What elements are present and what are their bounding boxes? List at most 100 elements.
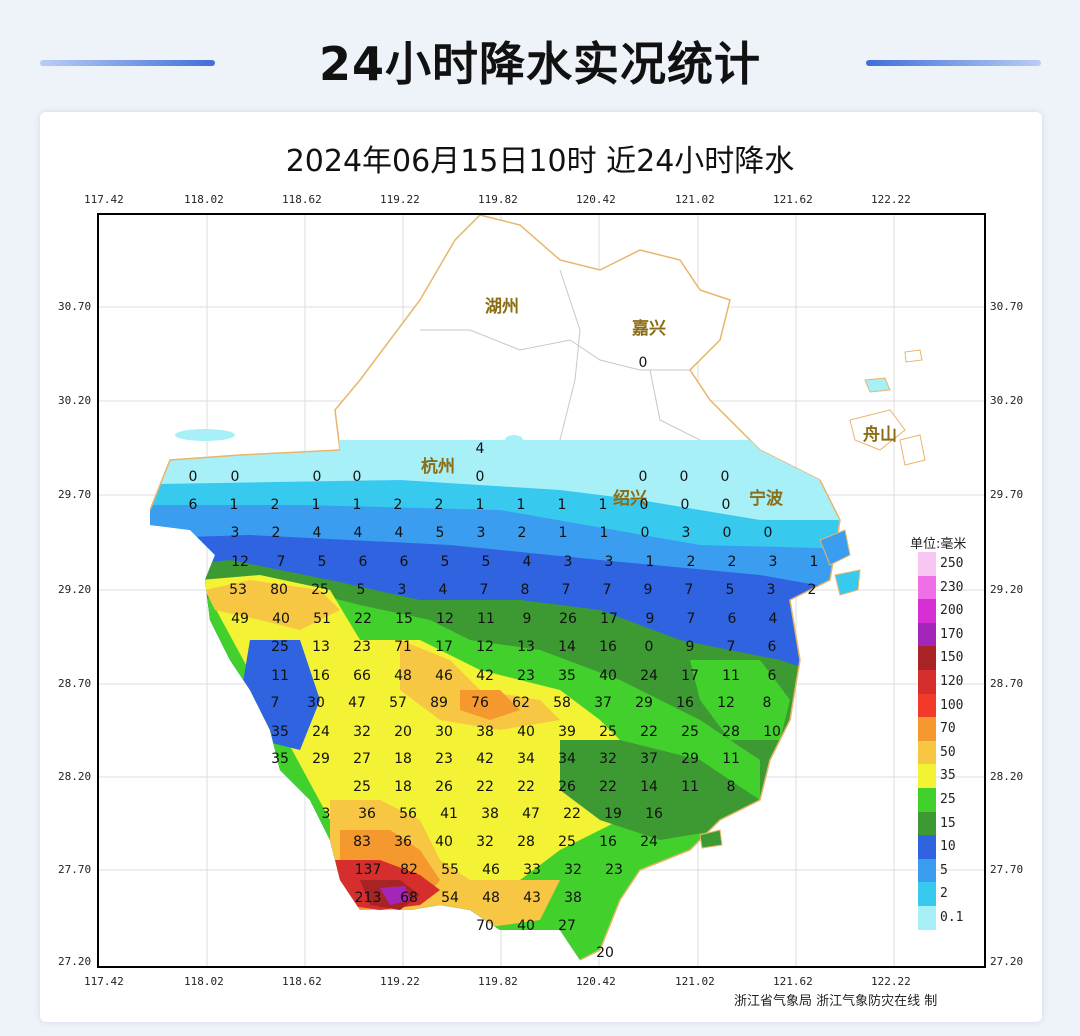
lon-tick-bottom: 121.02 <box>675 975 715 988</box>
station-value: 11 <box>271 668 289 684</box>
station-value: 2 <box>687 554 696 570</box>
lon-tick-top: 119.82 <box>478 193 518 206</box>
station-value: 83 <box>353 834 371 850</box>
legend-label: 5 <box>940 862 948 878</box>
lon-tick-bottom: 122.22 <box>871 975 911 988</box>
lon-tick-top: 117.42 <box>84 193 124 206</box>
station-value: 40 <box>517 918 535 934</box>
station-value: 3 <box>769 554 778 570</box>
station-value: 76 <box>471 695 489 711</box>
legend-item: 5 <box>918 858 988 883</box>
station-value: 5 <box>726 582 735 598</box>
legend-swatch <box>918 575 936 600</box>
station-value: 24 <box>640 668 658 684</box>
station-value: 20 <box>596 945 614 961</box>
station-value: 22 <box>640 724 658 740</box>
legend-item: 230 <box>918 575 988 600</box>
station-value: 6 <box>768 668 777 684</box>
station-value: 1 <box>353 497 362 513</box>
station-value: 27 <box>353 751 371 767</box>
station-value: 9 <box>686 639 695 655</box>
legend-label: 0.1 <box>940 910 964 925</box>
station-value: 9 <box>644 582 653 598</box>
station-value: 12 <box>717 695 735 711</box>
station-value: 29 <box>312 751 330 767</box>
lon-tick-top: 121.02 <box>675 193 715 206</box>
station-value: 27 <box>558 918 576 934</box>
legend-item: 35 <box>918 764 988 789</box>
lon-tick-bottom: 120.42 <box>576 975 616 988</box>
station-value: 70 <box>476 918 494 934</box>
station-value: 0 <box>721 469 730 485</box>
station-value: 26 <box>559 611 577 627</box>
station-value: 57 <box>389 695 407 711</box>
station-value: 1 <box>600 525 609 541</box>
legend-swatch <box>918 882 936 907</box>
lat-tick-right: 29.70 <box>990 488 1024 501</box>
station-value: 37 <box>594 695 612 711</box>
station-value: 23 <box>435 751 453 767</box>
station-value: 22 <box>517 779 535 795</box>
legend-swatch <box>918 858 936 883</box>
station-value: 2 <box>271 497 280 513</box>
station-value: 19 <box>604 806 622 822</box>
station-value: 1 <box>230 497 239 513</box>
station-value: 4 <box>439 582 448 598</box>
station-value: 39 <box>558 724 576 740</box>
station-value: 0 <box>640 497 649 513</box>
station-value: 11 <box>722 668 740 684</box>
station-value: 3 <box>322 806 331 822</box>
station-value: 55 <box>441 862 459 878</box>
station-value: 29 <box>681 751 699 767</box>
lake <box>175 429 235 441</box>
legend-item: 15 <box>918 811 988 836</box>
legend-swatch <box>918 693 936 718</box>
station-value: 12 <box>476 639 494 655</box>
lat-tick-right: 30.70 <box>990 300 1024 313</box>
station-value: 48 <box>482 890 500 906</box>
station-value: 58 <box>553 695 571 711</box>
station-value: 46 <box>435 668 453 684</box>
station-value: 17 <box>435 639 453 655</box>
legend-swatch <box>918 764 936 789</box>
station-value: 23 <box>517 668 535 684</box>
lon-tick-top: 118.02 <box>184 193 224 206</box>
legend-label: 15 <box>940 815 956 831</box>
lon-tick-bottom: 119.22 <box>380 975 420 988</box>
station-value: 38 <box>481 806 499 822</box>
lat-tick-left: 28.20 <box>58 770 92 783</box>
station-value: 26 <box>558 779 576 795</box>
station-value: 30 <box>435 724 453 740</box>
station-value: 0 <box>641 525 650 541</box>
legend-label: 25 <box>940 792 956 807</box>
station-value: 47 <box>522 806 540 822</box>
legend-label: 50 <box>940 744 956 760</box>
station-value: 0 <box>764 525 773 541</box>
station-value: 15 <box>395 611 413 627</box>
station-value: 40 <box>517 724 535 740</box>
city-label-shaoxing: 绍兴 <box>613 488 647 509</box>
station-value: 26 <box>435 779 453 795</box>
station-value: 38 <box>476 724 494 740</box>
station-value: 0 <box>189 469 198 485</box>
station-value: 40 <box>435 834 453 850</box>
station-value: 3 <box>605 554 614 570</box>
lat-tick-right: 28.70 <box>990 677 1024 690</box>
station-value: 82 <box>400 862 418 878</box>
map-title: 2024年06月15日10时 近24小时降水 <box>285 144 795 179</box>
station-value: 7 <box>603 582 612 598</box>
station-value: 22 <box>354 611 372 627</box>
station-value: 213 <box>355 890 382 906</box>
station-value: 71 <box>394 639 412 655</box>
station-value: 53 <box>229 582 247 598</box>
station-value: 46 <box>482 862 500 878</box>
station-value: 38 <box>564 890 582 906</box>
station-value: 25 <box>353 779 371 795</box>
station-value: 40 <box>599 668 617 684</box>
station-value: 6 <box>189 497 198 513</box>
lat-tick-left: 28.70 <box>58 677 92 690</box>
station-value: 7 <box>480 582 489 598</box>
lon-tick-top: 122.22 <box>871 193 911 206</box>
station-value: 35 <box>271 751 289 767</box>
station-value: 2 <box>728 554 737 570</box>
